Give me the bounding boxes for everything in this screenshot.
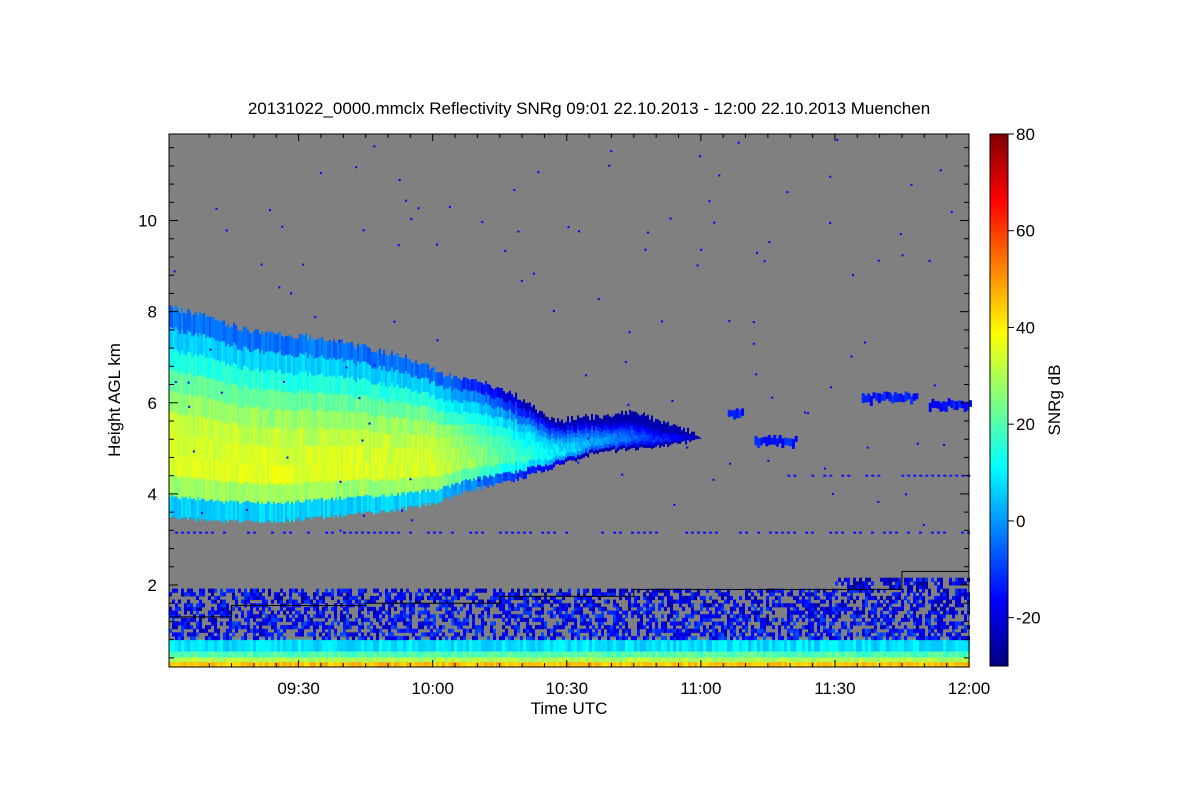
colorbar-title: SNRg dB	[1045, 365, 1064, 436]
y-tick-label: 8	[148, 303, 157, 322]
x-axis: 09:30 10:00 10:30 11:00 11:30 12:00	[208, 134, 991, 698]
colorbar-tick-label: 40	[1016, 318, 1035, 337]
x-tick-label: 11:00	[680, 679, 721, 698]
y-tick-label: 6	[148, 394, 157, 413]
y-tick-label: 2	[148, 576, 157, 595]
y-axis-title: Height AGL km	[105, 343, 124, 457]
x-axis-title: Time UTC	[531, 699, 608, 718]
cloud-echo	[169, 305, 972, 524]
colorbar-tick-label: 0	[1016, 512, 1025, 531]
y-tick-label: 4	[148, 485, 157, 504]
colorbar-ramp	[989, 133, 1009, 667]
colorbar-tick-label: 60	[1016, 222, 1035, 241]
chart-title: 20131022_0000.mmclx Reflectivity SNRg 09…	[248, 99, 930, 118]
x-tick-label: 10:30	[545, 679, 588, 698]
plot-area	[168, 133, 972, 668]
y-tick-label: 10	[138, 212, 157, 231]
colorbar-tick-label: -20	[1016, 609, 1041, 628]
noise-speckle	[173, 138, 971, 534]
x-tick-label: 11:30	[814, 679, 855, 698]
colorbar-tick-label: 20	[1016, 415, 1035, 434]
x-tick-label: 10:00	[411, 679, 454, 698]
boundary-layer-line	[169, 570, 969, 618]
colorbar-ticks: -20 0 20 40 60 80	[1008, 125, 1041, 628]
plot-frame	[168, 133, 970, 668]
x-tick-label: 12:00	[948, 679, 991, 698]
y-axis: 2 4 6 8 10	[138, 147, 969, 659]
x-tick-label: 09:30	[277, 679, 320, 698]
colorbar-tick-label: 80	[1016, 125, 1035, 144]
colorbar: -20 0 20 40 60 80 SNRg dB	[989, 125, 1064, 667]
